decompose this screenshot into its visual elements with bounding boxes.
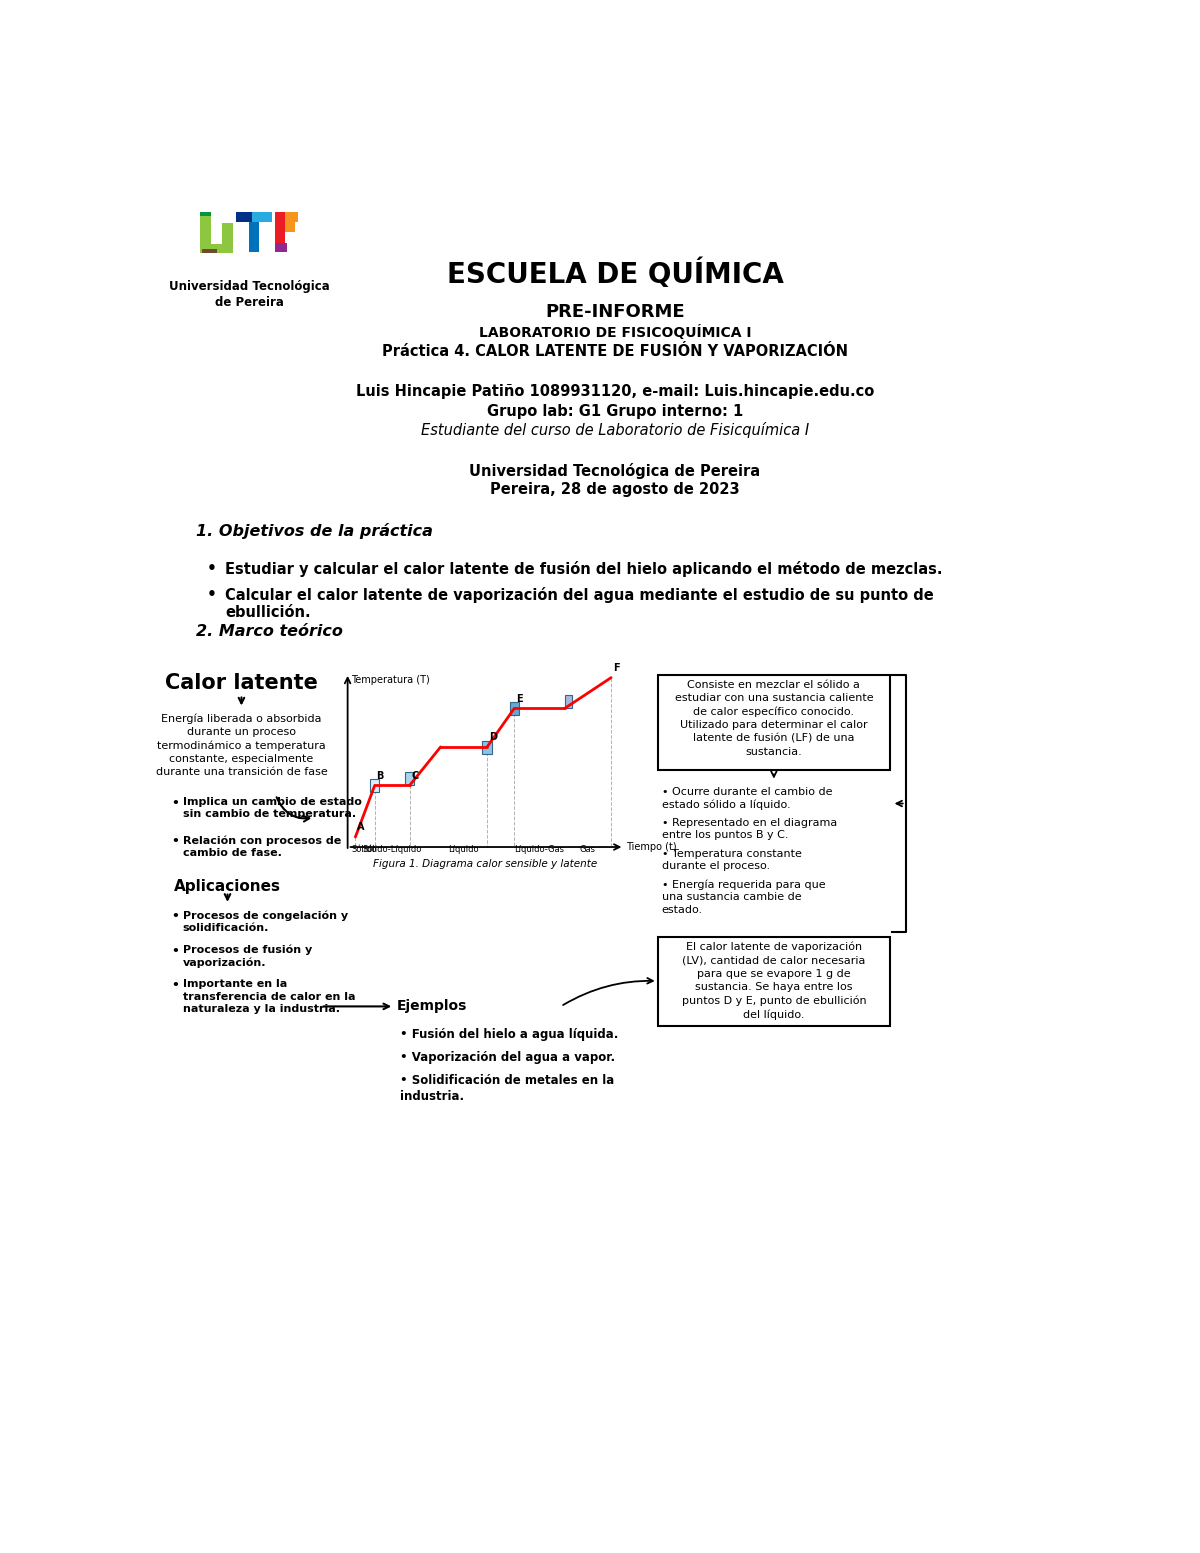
- Text: Tiempo (t): Tiempo (t): [626, 842, 677, 853]
- Text: Figura 1. Diagrama calor sensible y latente: Figura 1. Diagrama calor sensible y late…: [373, 859, 596, 868]
- Text: B: B: [377, 770, 384, 781]
- Polygon shape: [250, 222, 259, 252]
- Text: Líquido: Líquido: [449, 845, 479, 854]
- Text: Calcular el calor latente de vaporización del agua mediante el estudio de su pun: Calcular el calor latente de vaporizació…: [226, 587, 934, 620]
- Polygon shape: [200, 244, 233, 253]
- Text: Sólido-Líquido: Sólido-Líquido: [362, 845, 421, 854]
- Bar: [658, 936, 890, 1025]
- Text: Estudiar y calcular el calor latente de fusión del hielo aplicando el método de : Estudiar y calcular el calor latente de …: [226, 561, 943, 578]
- Text: • Vaporización del agua a vapor.: • Vaporización del agua a vapor.: [400, 1051, 614, 1064]
- Polygon shape: [200, 211, 211, 244]
- Text: Luis Hincapie Patiño 1089931120, e-mail: Luis.hincapie.edu.co: Luis Hincapie Patiño 1089931120, e-mail:…: [356, 385, 874, 399]
- Text: El calor latente de vaporización
(LV), cantidad de calor necesaria
para que se e: El calor latente de vaporización (LV), c…: [682, 941, 866, 1020]
- Bar: [658, 676, 890, 770]
- Text: Implica un cambio de estado
sin cambio de temperatura.: Implica un cambio de estado sin cambio d…: [182, 797, 361, 820]
- Polygon shape: [275, 242, 287, 252]
- Text: •: •: [172, 980, 180, 992]
- Text: C: C: [412, 770, 419, 781]
- Text: F: F: [613, 663, 619, 672]
- Text: E: E: [516, 694, 522, 704]
- Text: Estudiante del curso de Laboratorio de Fisicquímica I: Estudiante del curso de Laboratorio de F…: [421, 422, 809, 438]
- Text: PRE-INFORME: PRE-INFORME: [545, 303, 685, 321]
- Text: •: •: [172, 910, 180, 922]
- Text: Energía liberada o absorbida
durante un proceso
termodinámico a temperatura
cons: Energía liberada o absorbida durante un …: [156, 713, 328, 776]
- Text: • Representado en el diagrama
entre los puntos B y C.: • Representado en el diagrama entre los …: [661, 818, 836, 840]
- Text: LABORATORIO DE FISICOQUÍMICA I: LABORATORIO DE FISICOQUÍMICA I: [479, 325, 751, 340]
- Text: Consiste en mezclar el sólido a
estudiar con una sustancia caliente
de calor esp: Consiste en mezclar el sólido a estudiar…: [674, 680, 874, 756]
- Text: •: •: [172, 944, 180, 958]
- Text: Práctica 4. CALOR LATENTE DE FUSIÓN Y VAPORIZACIÓN: Práctica 4. CALOR LATENTE DE FUSIÓN Y VA…: [382, 345, 848, 359]
- Polygon shape: [284, 211, 298, 222]
- Text: •: •: [172, 797, 180, 811]
- Text: • Solidificación de metales en la
industria.: • Solidificación de metales en la indust…: [400, 1075, 613, 1103]
- Polygon shape: [275, 211, 284, 252]
- Text: • Ocurre durante el cambio de
estado sólido a líquido.: • Ocurre durante el cambio de estado sól…: [661, 787, 832, 811]
- Text: Universidad Tecnológica
de Pereira: Universidad Tecnológica de Pereira: [169, 280, 330, 309]
- Text: Grupo lab: G1 Grupo interno: 1: Grupo lab: G1 Grupo interno: 1: [487, 404, 743, 419]
- Text: Universidad Tecnológica de Pereira: Universidad Tecnológica de Pereira: [469, 463, 761, 480]
- Text: Temperatura (T): Temperatura (T): [352, 674, 431, 685]
- Text: D: D: [488, 733, 497, 742]
- Text: • Fusión del hielo a agua líquida.: • Fusión del hielo a agua líquida.: [400, 1028, 618, 1041]
- Polygon shape: [252, 211, 271, 222]
- Text: •: •: [208, 587, 217, 601]
- Text: •: •: [208, 561, 217, 576]
- Text: Sólido: Sólido: [352, 845, 378, 854]
- Text: Aplicaciones: Aplicaciones: [174, 879, 281, 895]
- Text: 1. Objetivos de la práctica: 1. Objetivos de la práctica: [197, 522, 433, 539]
- FancyBboxPatch shape: [510, 702, 518, 716]
- FancyBboxPatch shape: [404, 772, 414, 784]
- Text: Importante en la
transferencia de calor en la
naturaleza y la industria.: Importante en la transferencia de calor …: [182, 980, 355, 1014]
- Text: 2. Marco teórico: 2. Marco teórico: [197, 624, 343, 638]
- Text: • Energía requerida para que
una sustancia cambie de
estado.: • Energía requerida para que una sustanc…: [661, 879, 826, 915]
- Text: • Temperatura constante
durante el proceso.: • Temperatura constante durante el proce…: [661, 848, 802, 871]
- Text: ESCUELA DE QUÍMICA: ESCUELA DE QUÍMICA: [446, 258, 784, 289]
- Text: Pereira, 28 de agosto de 2023: Pereira, 28 de agosto de 2023: [490, 483, 740, 497]
- Polygon shape: [236, 211, 252, 222]
- Text: Gas: Gas: [580, 845, 596, 854]
- Text: A: A: [356, 823, 365, 832]
- FancyBboxPatch shape: [565, 696, 572, 708]
- Text: Procesos de congelación y
solidificación.: Procesos de congelación y solidificación…: [182, 910, 348, 933]
- Text: Procesos de fusión y
vaporización.: Procesos de fusión y vaporización.: [182, 944, 312, 969]
- Text: Ejemplos: Ejemplos: [396, 1000, 467, 1014]
- FancyBboxPatch shape: [370, 780, 379, 792]
- Text: •: •: [172, 836, 180, 848]
- Polygon shape: [284, 222, 295, 231]
- Polygon shape: [202, 248, 217, 253]
- Polygon shape: [222, 222, 233, 244]
- FancyBboxPatch shape: [482, 741, 492, 753]
- Polygon shape: [200, 211, 211, 216]
- Text: Calor latente: Calor latente: [166, 672, 318, 693]
- Text: Líquido-Gas: Líquido-Gas: [514, 845, 564, 854]
- Text: Relación con procesos de
cambio de fase.: Relación con procesos de cambio de fase.: [182, 836, 341, 859]
